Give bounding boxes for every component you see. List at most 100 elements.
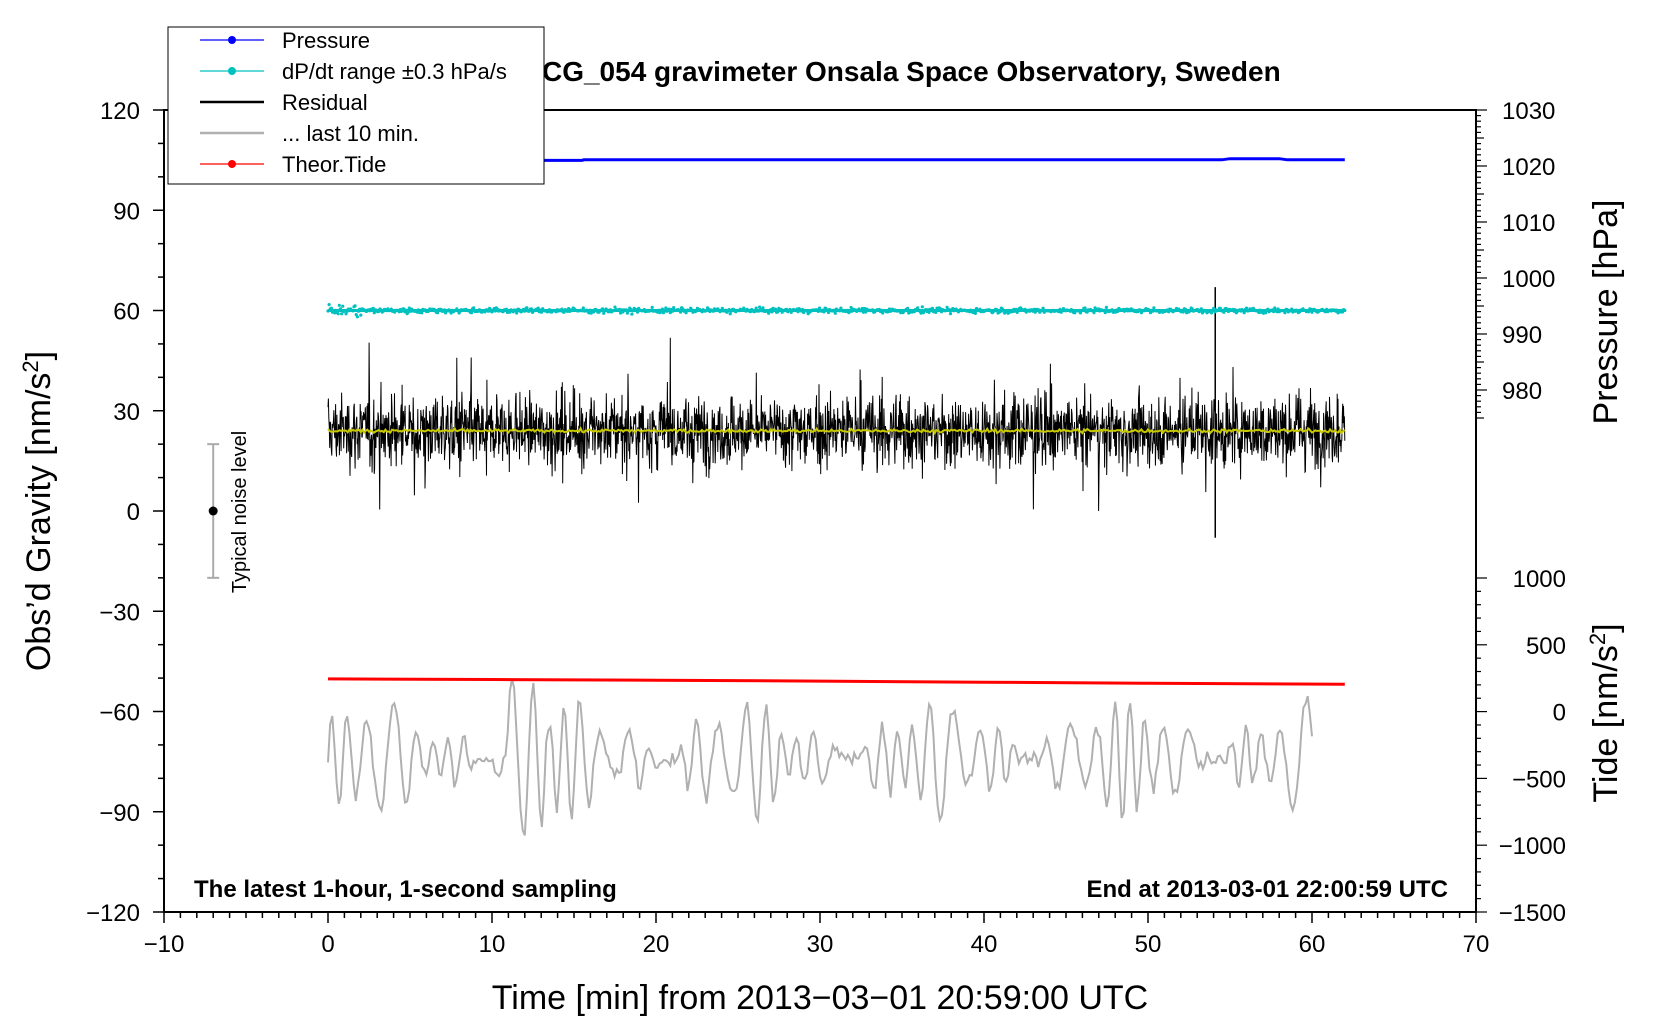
dpdt-point — [761, 306, 765, 310]
pressure-tick-label: 1030 — [1502, 98, 1555, 125]
x-tick-label: 40 — [971, 931, 998, 958]
y-axis-tide-title: Tide [nm/s2] — [1585, 623, 1625, 802]
dpdt-point — [650, 305, 654, 309]
dpdt-point — [1209, 311, 1214, 315]
tide-series — [327, 677, 1345, 686]
dpdt-point — [881, 311, 885, 315]
pressure-tick-label: 1000 — [1502, 266, 1555, 293]
y-left-tick-label: −60 — [99, 700, 140, 727]
dpdt-point — [849, 305, 853, 310]
pressure-tick-label: 980 — [1502, 378, 1542, 405]
y-left-tick-label: 30 — [113, 399, 140, 426]
y-axis-tide-title-close: ] — [1587, 623, 1625, 632]
tide-tick-label: −1000 — [1499, 833, 1566, 860]
dpdt-point — [337, 303, 341, 307]
y-axis-left-title-close: ] — [20, 351, 58, 360]
x-tick-label: 0 — [321, 931, 334, 958]
noise-bar-center — [208, 506, 218, 516]
dpdt-point — [817, 306, 822, 310]
legend-label-3: ... last 10 min. — [282, 121, 419, 146]
dpdt-point — [754, 306, 758, 310]
y-axis-tide-title-sup: 2 — [1585, 633, 1610, 645]
footnote-end-time: End at 2013-03-01 22:00:59 UTC — [1087, 876, 1449, 903]
y-left-tick-label: −30 — [99, 599, 140, 626]
legend-marker-1 — [228, 67, 236, 75]
y-axis-left-title-text: Obs’d Gravity [nm/s — [20, 373, 58, 672]
dpdt-point — [336, 312, 340, 316]
dpdt-point — [664, 306, 668, 310]
tide-tick-label: 0 — [1553, 700, 1566, 727]
pressure-tick-label: 990 — [1502, 322, 1542, 349]
y-axis-left-title: Obs’d Gravity [nm/s2] — [18, 351, 58, 671]
y-left-tick-label: 0 — [127, 499, 140, 526]
chart-title: SCG_054 gravimeter Onsala Space Observat… — [523, 56, 1280, 87]
x-tick-label: 30 — [807, 931, 834, 958]
y-left-tick-label: 60 — [113, 299, 140, 326]
dpdt-point — [625, 311, 630, 315]
legend-label-2: Residual — [282, 90, 368, 115]
dpdt-point — [758, 305, 762, 309]
y-left-tick-label: 120 — [100, 98, 140, 125]
dpdt-point — [973, 311, 978, 315]
footnote-sampling: The latest 1-hour, 1-second sampling — [194, 876, 617, 903]
y-axis-left: 120 90 60 30 0 −30 −60 −90 −120 — [86, 98, 164, 927]
x-tick-label: 50 — [1135, 931, 1162, 958]
tide-tick-label: −1500 — [1499, 900, 1566, 927]
dpdt-point — [420, 311, 424, 315]
x-tick-label: 70 — [1463, 931, 1490, 958]
dpdt-point — [340, 312, 344, 316]
tide-tick-label: −500 — [1512, 766, 1566, 793]
x-axis: −10 0 10 20 30 40 50 60 70 — [144, 912, 1490, 958]
dpdt-point — [341, 304, 345, 308]
dpdt-point — [833, 311, 837, 315]
pressure-tick-label: 1020 — [1502, 154, 1555, 181]
dpdt-point — [1104, 305, 1108, 309]
legend-box — [167, 26, 545, 185]
dpdt-point — [515, 311, 519, 315]
tide-tick-label: 1000 — [1513, 566, 1566, 593]
y-axis-left-title-sup: 2 — [18, 360, 43, 372]
y-axis-pressure: 1030 1020 1010 1000 990 980 — [1476, 98, 1555, 419]
y-axis-tide: 1000 500 0 −500 −1000 −1500 — [1476, 566, 1566, 927]
legend-marker-4 — [228, 160, 236, 168]
pressure-tick-label: 1010 — [1502, 210, 1555, 237]
legend-marker-0 — [228, 36, 236, 44]
dpdt-point — [1152, 306, 1156, 310]
dpdt-point — [355, 315, 359, 319]
dpdt-point — [920, 305, 924, 309]
dpdt-point — [672, 306, 676, 310]
pressure-series — [328, 157, 1345, 162]
dpdt-point — [359, 313, 363, 317]
legend-label-1: dP/dt range ±0.3 hPa/s — [282, 59, 507, 84]
data-layer — [326, 157, 1347, 836]
dpdt-point — [353, 304, 357, 308]
legend: Pressure dP/dt range ±0.3 hPa/s Residual..… — [167, 26, 545, 185]
dpdt-point — [602, 311, 606, 315]
x-axis-title: Time [min] from 2013−03−01 20:59:00 UTC — [492, 979, 1148, 1017]
dpdt-point — [948, 312, 953, 316]
noise-level-label: Typical noise level — [229, 431, 251, 593]
last-10-min-series — [327, 679, 1313, 836]
dpdt-point — [1273, 306, 1277, 310]
tide-tick-label: 500 — [1526, 633, 1566, 660]
legend-label-0: Pressure — [282, 28, 370, 53]
dpdt-point — [630, 312, 634, 316]
residual-mean-series — [327, 426, 1346, 436]
dpdt-point — [728, 312, 732, 316]
dpdt-point — [344, 312, 348, 316]
x-tick-label: 20 — [643, 931, 670, 958]
dpdt-point — [613, 305, 617, 309]
dpdt-point — [1083, 306, 1087, 310]
plot-frame — [163, 109, 1477, 913]
dpdt-point — [525, 306, 529, 310]
dpdt-point — [1244, 306, 1249, 310]
dpdt-series — [326, 303, 1347, 319]
dpdt-point — [536, 306, 540, 310]
y-axis-tide-title-text: Tide [nm/s — [1587, 645, 1625, 802]
y-left-tick-label: 90 — [113, 198, 140, 225]
y-left-tick-label: −120 — [86, 900, 140, 927]
y-axis-pressure-title: Pressure [hPa] — [1587, 200, 1625, 425]
x-tick-label: 10 — [479, 931, 506, 958]
dpdt-point — [581, 306, 585, 310]
